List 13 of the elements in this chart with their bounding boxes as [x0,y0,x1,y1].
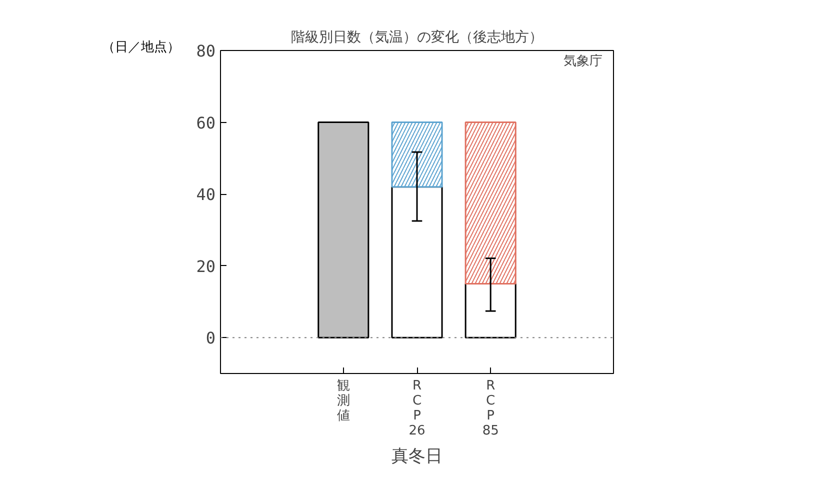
y-tick-label: 80 [196,42,216,60]
y-tick-label: 20 [196,256,216,276]
bar [318,122,370,338]
x-tick-label: 観測値 [336,378,350,424]
text: 気象庁 [563,52,602,69]
x-axis-title: 真冬日 [392,446,442,466]
y-tick-label: 40 [196,185,216,204]
x-tick-label: RCP26 [408,378,426,438]
y-tick-label: 0 [206,328,216,348]
chart-title: 階級別日数（気温）の変化（後志地方） [291,30,543,46]
y-axis-title: （日／地点） [102,39,180,57]
y-tick-label: 60 [196,113,216,132]
x-tick-label: RCP85 [482,378,499,438]
